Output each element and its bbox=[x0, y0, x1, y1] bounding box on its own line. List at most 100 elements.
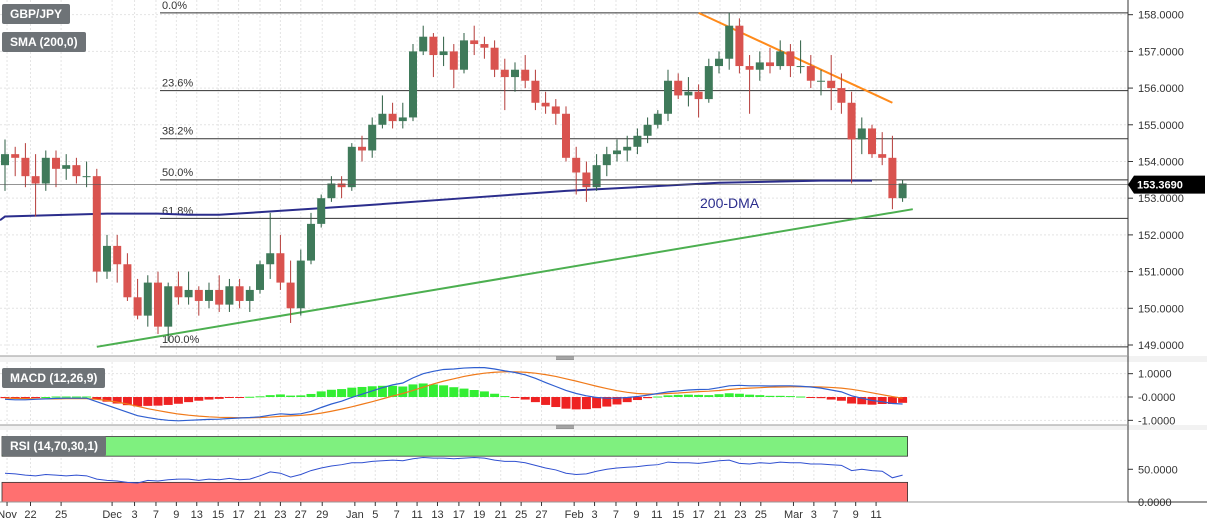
macd-histogram-bar bbox=[785, 396, 795, 398]
candle-body bbox=[817, 80, 825, 82]
candle bbox=[235, 278, 244, 309]
candle-body bbox=[72, 165, 81, 177]
candle bbox=[480, 36, 489, 59]
macd-histogram-bar bbox=[0, 397, 10, 399]
macd-histogram-bar bbox=[449, 387, 459, 397]
symbol-label[interactable]: GBP/JPY bbox=[2, 4, 71, 24]
macd-histogram-bar bbox=[520, 397, 530, 400]
candle-body bbox=[113, 245, 122, 265]
time-tick-label: 23 bbox=[734, 509, 746, 521]
time-tick-label: 9 bbox=[633, 509, 639, 521]
current-price-value: 153.3690 bbox=[1137, 180, 1183, 192]
macd-histogram-bar bbox=[194, 397, 204, 401]
macd-histogram-bar bbox=[622, 397, 632, 403]
macd-histogram-bar bbox=[704, 395, 714, 397]
candle bbox=[806, 55, 815, 89]
candle-body bbox=[796, 66, 805, 68]
time-tick-label: 15 bbox=[212, 509, 224, 521]
candle bbox=[113, 234, 122, 283]
candle-body bbox=[21, 157, 30, 177]
rsi-indicator-label[interactable]: RSI (14,70,30,1) bbox=[2, 436, 107, 456]
fib-level-label: 100.0% bbox=[162, 334, 200, 346]
candle-body bbox=[766, 62, 774, 67]
candle-body bbox=[378, 113, 387, 125]
macd-histogram-bar bbox=[734, 393, 744, 397]
candle bbox=[766, 47, 774, 74]
candle-body bbox=[857, 128, 866, 140]
time-tick-label: 13 bbox=[431, 509, 443, 521]
macd-histogram-bar bbox=[510, 397, 520, 398]
macd-histogram-bar bbox=[286, 395, 296, 397]
price-tick-label: 155.0000 bbox=[1138, 120, 1184, 132]
macd-histogram-bar bbox=[816, 397, 826, 399]
candle bbox=[72, 157, 81, 184]
candle-body bbox=[194, 289, 203, 301]
candle-body bbox=[715, 58, 723, 67]
macd-histogram-bar bbox=[214, 397, 224, 399]
macd-histogram-bar bbox=[20, 397, 30, 399]
rsi-overbought-zone bbox=[1, 436, 908, 457]
macd-histogram-bar bbox=[388, 385, 398, 397]
candle-body bbox=[582, 172, 591, 188]
macd-histogram-bar bbox=[51, 396, 61, 398]
candle-body bbox=[613, 150, 621, 155]
price-tick-label: 149.0000 bbox=[1138, 340, 1184, 352]
macd-histogram-bar bbox=[469, 390, 479, 397]
candle-body bbox=[878, 154, 887, 158]
macd-histogram-bar bbox=[418, 383, 428, 397]
candle-body bbox=[653, 113, 662, 125]
macd-histogram-bar bbox=[643, 397, 653, 399]
sma-indicator-label[interactable]: SMA (200,0) bbox=[2, 32, 86, 52]
macd-histogram-bar bbox=[551, 397, 561, 408]
pane-background-2 bbox=[0, 362, 1128, 425]
macd-histogram-bar bbox=[82, 396, 92, 398]
candle-body bbox=[806, 66, 815, 81]
time-tick-label: 15 bbox=[672, 509, 684, 521]
candle-body bbox=[480, 44, 489, 48]
candle-body bbox=[31, 176, 40, 184]
macd-histogram-bar bbox=[398, 386, 408, 397]
candle-body bbox=[419, 36, 428, 52]
candle-body bbox=[521, 69, 530, 81]
candle bbox=[715, 51, 723, 74]
candle bbox=[786, 44, 795, 78]
macd-histogram-bar bbox=[153, 397, 163, 406]
candle-body bbox=[470, 40, 479, 45]
macd-histogram-bar bbox=[500, 396, 510, 398]
candle bbox=[245, 286, 254, 312]
candle-body bbox=[511, 69, 519, 78]
macd-histogram-bar bbox=[337, 389, 347, 397]
candle-body bbox=[745, 66, 754, 70]
candle bbox=[531, 69, 540, 111]
macd-histogram-bar bbox=[326, 389, 336, 397]
macd-histogram-bar bbox=[10, 397, 20, 399]
macd-histogram-bar bbox=[296, 395, 306, 397]
candle-body bbox=[551, 106, 560, 114]
candle bbox=[602, 146, 611, 177]
candle bbox=[827, 55, 836, 111]
candle-body bbox=[531, 80, 540, 103]
candle bbox=[837, 73, 846, 114]
candle-body bbox=[245, 289, 254, 301]
candle-body bbox=[449, 51, 458, 70]
macd-histogram-bar bbox=[847, 397, 857, 404]
candle-body bbox=[358, 146, 366, 151]
candle-body bbox=[664, 80, 672, 114]
candle bbox=[796, 40, 805, 74]
rsi-line bbox=[4, 456, 903, 484]
time-tick-label: 7 bbox=[832, 509, 838, 521]
candle bbox=[266, 212, 275, 279]
candle-body bbox=[643, 124, 652, 136]
macd-histogram-bar bbox=[694, 394, 704, 397]
macd-histogram-bar bbox=[235, 397, 245, 398]
macd-histogram-bar bbox=[561, 397, 571, 409]
candle bbox=[276, 234, 285, 290]
macd-histogram-bar bbox=[357, 386, 367, 397]
candle bbox=[500, 58, 509, 111]
macd-histogram-bar bbox=[459, 388, 469, 397]
macd-indicator-label[interactable]: MACD (12,26,9) bbox=[2, 368, 106, 388]
candle bbox=[347, 143, 356, 191]
macd-histogram-bar bbox=[765, 395, 775, 397]
candle bbox=[11, 146, 20, 177]
